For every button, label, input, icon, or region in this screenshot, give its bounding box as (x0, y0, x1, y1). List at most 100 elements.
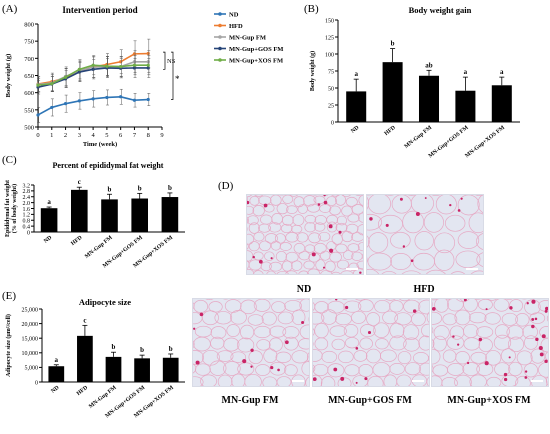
adipocyte-cell (432, 376, 442, 386)
adipocyte-cell (432, 312, 442, 324)
adipocyte-cell (240, 325, 253, 339)
adipocyte-cell (283, 327, 299, 339)
adipocyte-cell (447, 363, 463, 375)
adipocyte-cell (398, 351, 411, 363)
chart-body-weight-gain: (B)Body weight gain0255075100125150aNDbH… (300, 0, 550, 165)
adipocyte-cell (298, 205, 308, 214)
data-point-nd (78, 99, 81, 102)
significance-letter-mn-gup-fm: b (108, 185, 112, 193)
x-tick-label: 0 (36, 132, 39, 139)
stained-nucleus (193, 328, 195, 330)
y-tick-label: 50 (328, 86, 334, 92)
bar-mn-gup-fm (419, 76, 439, 122)
legend-marker-nd (218, 12, 222, 16)
data-point-mn-gup-xos-fm (50, 82, 53, 85)
data-point-nd (133, 99, 136, 102)
category-label-nd: ND (50, 385, 60, 395)
y-tick-label: 0.8 (23, 219, 31, 225)
category-label-hfd: HFD (70, 235, 83, 247)
adipocyte-cell (342, 231, 353, 242)
stained-nucleus (485, 361, 489, 365)
bar-hfd (71, 190, 88, 232)
adipocyte-cell (353, 376, 368, 386)
x-tick-label: 5 (105, 132, 108, 139)
adipocyte-cell (445, 215, 465, 231)
adipocyte-cell (259, 196, 272, 205)
stained-nucleus (425, 197, 427, 199)
adipocyte-cell (413, 253, 435, 270)
adipocyte-cell (494, 299, 509, 311)
adipocyte-cell (250, 196, 260, 205)
histology-image-mn-gup-xos (431, 298, 549, 387)
adipocyte-cell (415, 232, 434, 250)
stained-nucleus (504, 373, 507, 376)
significance-letter-hfd: c (78, 178, 81, 186)
adipocyte-cell (433, 365, 448, 376)
adipocyte-cell (345, 365, 360, 376)
x-tick-label: 4 (91, 132, 95, 139)
category-label-mn-gup-fm: MN-Gup FM (404, 125, 434, 150)
adipocyte-cell (322, 351, 337, 362)
stained-nucleus (432, 307, 436, 311)
significance-letter-hfd: c (83, 316, 86, 324)
data-point-nd (105, 96, 108, 99)
adipocyte-cell (531, 349, 545, 363)
significance-letter-mn-gup-fm: ab (425, 61, 433, 69)
bar-nd (41, 208, 58, 232)
stained-nucleus (411, 259, 414, 262)
adipocyte-cell (351, 311, 365, 323)
stained-nucleus (200, 313, 204, 317)
significance-letter-hfd: b (391, 40, 395, 48)
adipocyte-cell (346, 224, 358, 233)
adipocyte-cell (375, 300, 391, 313)
bar-mn-gup-fm (101, 199, 118, 232)
y-tick-label: 75 (328, 69, 334, 75)
adipocyte-cell (276, 251, 286, 261)
adipocyte-cell (224, 338, 239, 351)
y-axis-label: Body weight (g) (5, 54, 12, 98)
adipocyte-cell (495, 363, 510, 376)
y-tick-label: 25,000 (22, 307, 39, 313)
data-point-mn-gup-fm (133, 60, 136, 63)
adipocyte-cell (524, 363, 538, 377)
chart-title: Intervention period (62, 5, 137, 15)
legend-marker-hfd (218, 24, 222, 28)
stained-nucleus (449, 204, 451, 206)
stained-nucleus (524, 376, 527, 379)
scale-bar (412, 380, 424, 382)
y-tick-label: 700 (24, 56, 34, 63)
adipocyte-cell (464, 338, 480, 351)
adipocyte-cell (397, 375, 411, 386)
legend-marker-mn-gup-gos-fm (218, 47, 222, 51)
adipocyte-cell (327, 197, 337, 206)
significance-letter-nd: a (55, 356, 59, 364)
adipocyte-cell (373, 362, 390, 376)
adipocyte-cell (202, 299, 217, 300)
legend-label-mn-gup-fm: MN-Gup FM (229, 35, 266, 42)
stained-nucleus (525, 370, 527, 372)
adipocyte-cell (299, 339, 309, 350)
legend-label-mn-gup-xos-fm: MN-Gup+XOS FM (229, 58, 283, 65)
adipocyte-cell (478, 195, 483, 214)
adipocyte-cell (360, 324, 375, 336)
adipocyte-cell (476, 232, 483, 250)
adipocyte-cell (277, 377, 291, 386)
panel-letter: (C) (2, 154, 17, 166)
stained-nucleus (400, 198, 403, 201)
stained-nucleus (531, 325, 534, 328)
x-tick-label: 2 (64, 132, 67, 139)
adipocyte-cell (368, 232, 387, 252)
adipocyte-cell (374, 323, 389, 338)
stained-nucleus (535, 318, 537, 320)
adipocyte-cell (291, 225, 301, 233)
adipocyte-cell (530, 313, 545, 324)
data-point-mn-gup-xos-fm (147, 64, 150, 67)
histology-label-mn-gup-xos: MN-Gup+XOS FM (431, 395, 547, 406)
adipocyte-cell (487, 377, 501, 386)
stained-nucleus (250, 349, 253, 352)
adipocyte-cell (282, 215, 293, 225)
y-tick-label: 0 (27, 230, 30, 236)
stained-nucleus (356, 347, 359, 350)
data-point-mn-gup-xos-fm (36, 84, 39, 87)
stained-nucleus (545, 307, 548, 311)
